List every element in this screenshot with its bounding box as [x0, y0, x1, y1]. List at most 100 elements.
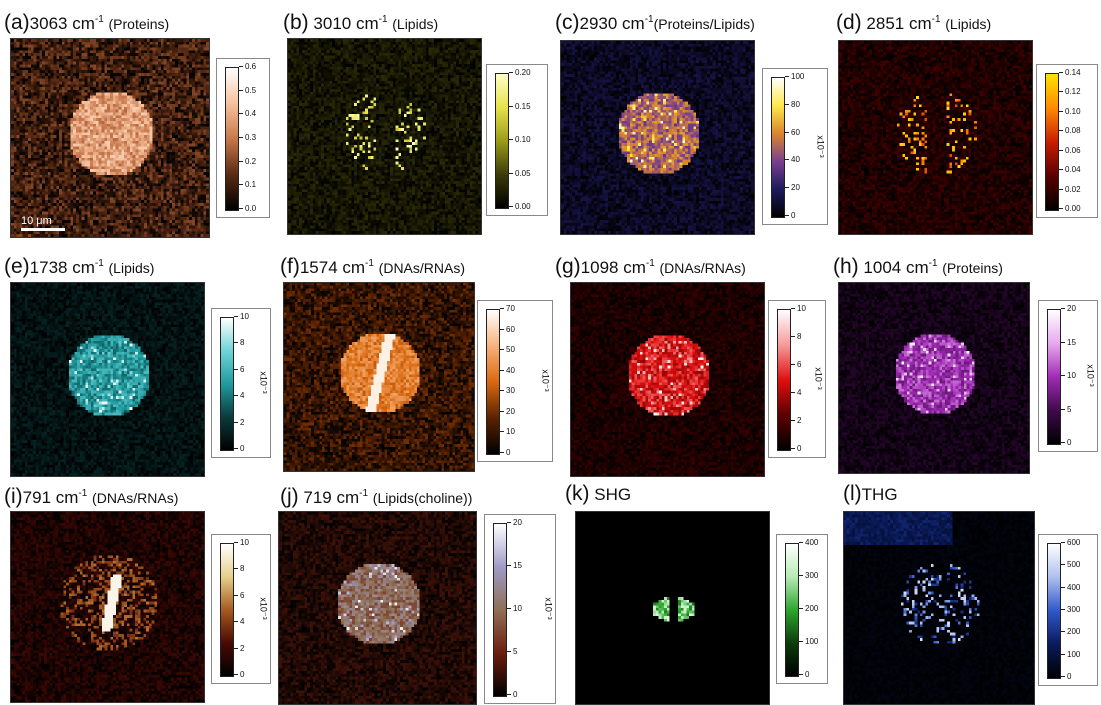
- colorbar-tick-label: 0.05: [509, 168, 531, 178]
- colorbar-tick-label: 6: [233, 590, 245, 600]
- colorbar-tick-label: 70: [500, 304, 515, 313]
- colorbar: 20 15 10 5 0 x10⁻³: [484, 514, 556, 704]
- colorbar-tick-label: 100: [798, 637, 819, 646]
- colorbar-tick-label: 400: [798, 538, 819, 547]
- colorbar-tick-label: 200: [798, 604, 819, 613]
- colorbar-tick-label: 10: [1061, 371, 1076, 380]
- colorbar-tick-label: 5: [506, 647, 518, 656]
- raman-image: [838, 282, 1030, 474]
- colorbar: 400 300 200 100 0: [776, 534, 828, 684]
- colorbar: 100 80 60 40 20 0 x10⁻³: [762, 68, 828, 225]
- colorbar: 10 8 6 4 2 0 x10⁻³: [211, 534, 271, 684]
- raman-image: [283, 282, 475, 472]
- colorbar: 20 15 10 5 0 x10⁻³: [1038, 300, 1098, 452]
- colorbar-tick-label: 2: [233, 643, 245, 653]
- colorbar-tick-label: 8: [233, 338, 245, 348]
- thg-image: [843, 511, 1035, 705]
- panel-title: (i)791 cm-1 (DNAs/RNAs): [4, 485, 179, 508]
- panel-title: (h) 1004 cm-1 (Proteins): [833, 255, 1003, 278]
- colorbar-tick-label: 0.5: [238, 85, 257, 95]
- colorbar-multiplier: x10⁻³: [813, 367, 824, 390]
- colorbar-tick-label: 0.10: [1059, 106, 1081, 116]
- colorbar-tick-label: 0.6: [238, 62, 257, 71]
- panel-title: (k) SHG: [565, 482, 632, 505]
- colorbar-tick-label: 0.3: [238, 133, 257, 142]
- colorbar-gradient: [495, 73, 509, 209]
- panel-title: (b) 3010 cm-1 (Lipids): [283, 11, 439, 34]
- colorbar-tick-label: 20: [507, 518, 522, 527]
- colorbar-tick-label: 6: [790, 360, 802, 369]
- panel-title: (e)1738 cm-1 (Lipids): [4, 255, 155, 278]
- colorbar-multiplier: x10⁻³: [543, 597, 554, 620]
- colorbar-tick-label: 20: [1061, 304, 1076, 313]
- colorbar-tick-label: 0: [790, 444, 802, 453]
- colorbar-tick-label: 0.00: [509, 202, 531, 211]
- colorbar-tick-label: 10: [507, 604, 522, 613]
- colorbar-tick-label: 50: [500, 345, 515, 355]
- panel-title: (g)1098 cm-1 (DNAs/RNAs): [555, 255, 746, 278]
- raman-image: [278, 511, 477, 705]
- colorbar-tick-label: 0.08: [1059, 126, 1081, 136]
- colorbar-tick-label: 300: [1060, 605, 1081, 614]
- colorbar-tick-label: 4: [233, 617, 245, 627]
- colorbar: 0.20 0.15 0.10 0.05 0.00: [486, 64, 548, 216]
- panel-title: (d) 2851 cm-1 (Lipids): [836, 11, 992, 34]
- raman-image: [570, 282, 765, 477]
- colorbar-tick-label: 60: [785, 127, 800, 137]
- colorbar-tick-label: 0.12: [1059, 87, 1081, 97]
- colorbar-tick-label: 40: [500, 365, 515, 375]
- panel-title: (c)2930 cm-1(Proteins/Lipids): [555, 11, 755, 34]
- colorbar-tick-label: 0.10: [509, 135, 531, 144]
- colorbar-tick-label: 30: [500, 386, 515, 396]
- colorbar-multiplier: x10⁻³: [1085, 364, 1096, 387]
- colorbar-tick-label: 0.02: [1059, 184, 1081, 194]
- colorbar-tick-label: 0: [233, 670, 245, 679]
- panel-title: (j) 719 cm-1 (Lipids(choline)): [280, 485, 473, 508]
- colorbar-gradient: [1045, 73, 1059, 211]
- colorbar-tick-label: 10: [234, 538, 249, 547]
- colorbar-tick-label: 10: [791, 304, 806, 313]
- colorbar-tick-label: 6: [233, 364, 245, 374]
- colorbar-gradient: [1047, 543, 1061, 679]
- colorbar-tick-label: 200: [1060, 627, 1081, 637]
- colorbar-tick-label: 0: [784, 211, 796, 220]
- raman-image: 10 μm: [10, 38, 210, 238]
- colorbar-gradient: [225, 67, 239, 211]
- colorbar-tick-label: 0.00: [1059, 204, 1081, 213]
- colorbar-multiplier: x10⁻³: [815, 134, 826, 158]
- colorbar-tick-label: 0.4: [238, 109, 257, 119]
- colorbar-tick-label: 2: [790, 416, 802, 425]
- colorbar-gradient: [777, 309, 791, 451]
- colorbar: 0.6 0.5 0.4 0.3 0.2 0.1 0.0: [216, 58, 270, 218]
- raman-image: [287, 38, 482, 235]
- colorbar: 10 8 6 4 2 0 x10⁻³: [768, 300, 826, 458]
- colorbar-tick-label: 15: [507, 561, 522, 570]
- panel-title: (l)THG: [843, 482, 898, 505]
- colorbar-gradient: [493, 523, 507, 697]
- colorbar-tick-label: 0.04: [1059, 165, 1081, 175]
- colorbar-tick-label: 0.0: [238, 204, 257, 213]
- colorbar-multiplier: x10⁻³: [258, 371, 269, 394]
- colorbar-tick-label: 100: [784, 72, 805, 81]
- colorbar-tick-label: 20: [500, 406, 515, 416]
- colorbar-tick-label: 0.06: [1059, 145, 1081, 155]
- colorbar-tick-label: 0.15: [509, 101, 531, 111]
- colorbar-tick-label: 80: [785, 99, 800, 109]
- colorbar: 0.14 0.12 0.10 0.08 0.06 0.04 0.02 0.00: [1036, 64, 1098, 218]
- colorbar-multiplier: x10⁻³: [540, 369, 551, 392]
- panel-title: (f)1574 cm-1 (DNAs/RNAs): [280, 255, 466, 278]
- colorbar-multiplier: x10⁻³: [258, 597, 269, 620]
- colorbar-tick-label: 10: [500, 427, 515, 437]
- colorbar-tick-label: 10: [234, 312, 249, 321]
- colorbar-gradient: [220, 543, 234, 677]
- colorbar-tick-label: 600: [1060, 538, 1081, 547]
- colorbar-tick-label: 0: [499, 448, 511, 457]
- raman-image: [10, 282, 205, 477]
- colorbar-tick-label: 0: [506, 690, 518, 699]
- raman-image: [560, 40, 755, 235]
- colorbar-gradient: [771, 77, 785, 218]
- colorbar-gradient: [486, 309, 500, 455]
- colorbar-tick-label: 0: [798, 670, 810, 679]
- colorbar-tick-label: 40: [785, 155, 800, 165]
- colorbar-tick-label: 4: [790, 388, 802, 397]
